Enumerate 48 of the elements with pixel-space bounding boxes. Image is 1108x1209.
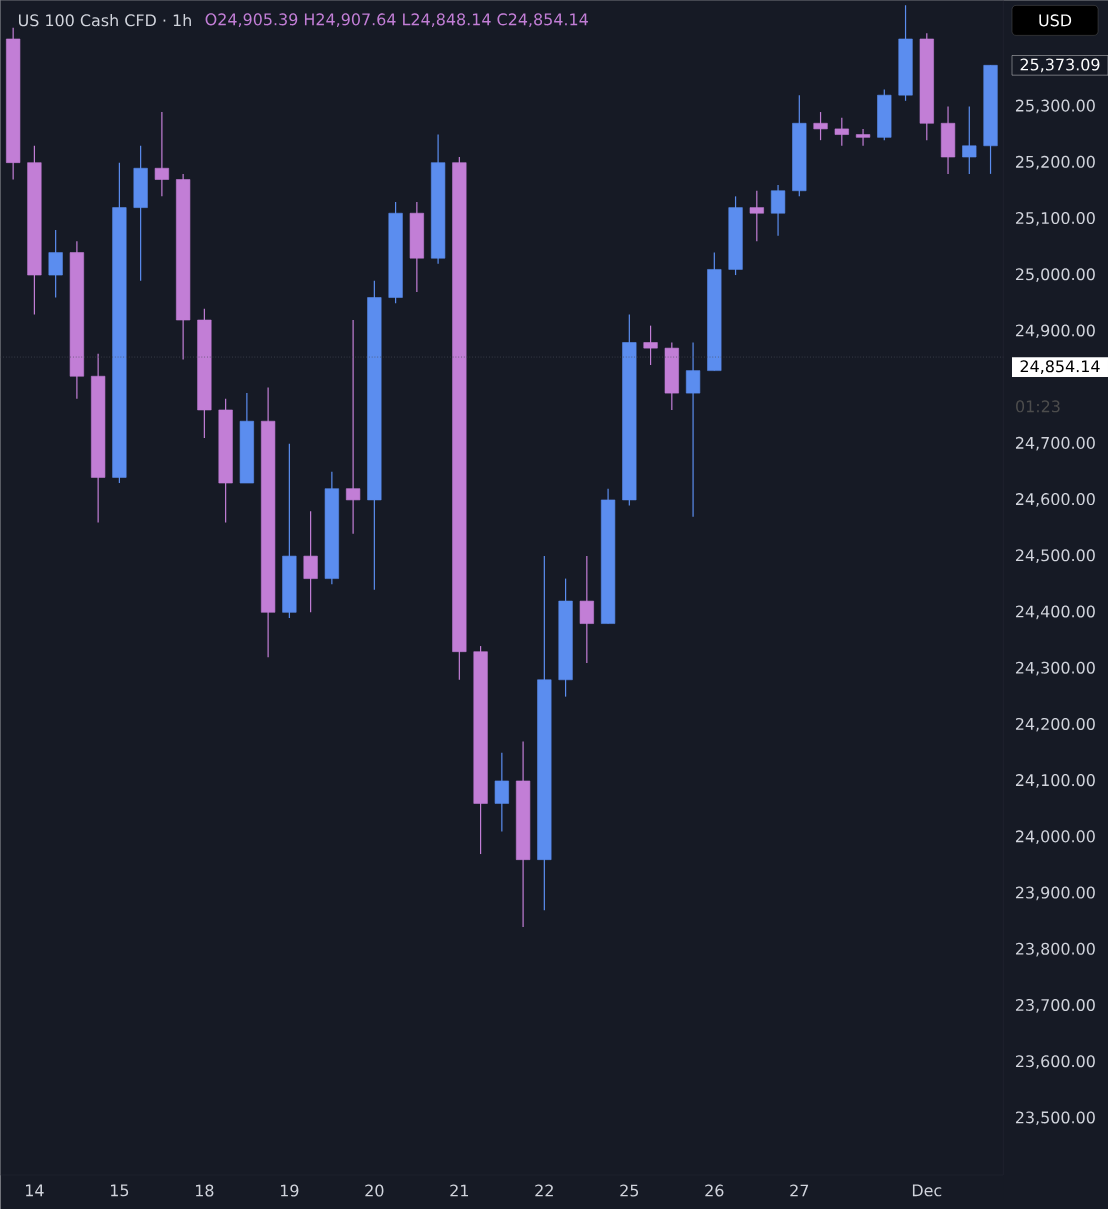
candlestick — [494, 752, 509, 833]
candlestick — [962, 105, 977, 175]
x-tick-label: 27 — [790, 1184, 808, 1197]
x-tick-label: 20 — [365, 1184, 384, 1197]
y-tick-label: 24,500.00 — [1015, 549, 1095, 563]
text: 25,373.09 — [1020, 58, 1100, 73]
candlestick — [579, 555, 594, 664]
x-tick-label: 21 — [450, 1184, 468, 1197]
y-tick-label: 23,500.00 — [1015, 1111, 1095, 1126]
candlestick — [813, 111, 828, 141]
x-tick-label: 22 — [535, 1184, 553, 1197]
text: US 100 Cash CFD · 1h — [18, 14, 191, 27]
y-tick-label: 24,200.00 — [1015, 717, 1095, 732]
y-tick-label: 24,900.00 — [1015, 324, 1095, 339]
candlestick — [643, 325, 658, 366]
text: O24,905.39 H24,907.64 L24,848.14 C24,854.14 — [205, 13, 588, 28]
y-tick-label: 24,700.00 — [1015, 436, 1095, 451]
y-tick-label: 24,100.00 — [1015, 774, 1095, 788]
x-tick-label: 14 — [25, 1184, 44, 1197]
x-tick-label: 26 — [705, 1184, 724, 1197]
candlestick — [303, 510, 318, 613]
y-tick-label: 24,300.00 — [1015, 661, 1095, 676]
candlestick — [345, 319, 361, 535]
y-tick-label: 24,400.00 — [1015, 605, 1095, 620]
candlestick — [154, 111, 169, 197]
y-tick-label: 25,200.00 — [1015, 155, 1095, 170]
y-tick-label: 23,900.00 — [1015, 886, 1095, 901]
candlestick — [48, 229, 63, 299]
y-tick-label: 24,000.00 — [1015, 830, 1095, 845]
y-tick-label: 24,600.00 — [1015, 493, 1095, 507]
y-tick-label: 25,300.00 — [1015, 99, 1095, 114]
x-tick-label: Dec — [912, 1184, 942, 1197]
candlestick — [834, 117, 849, 147]
x-tick-label: 25 — [620, 1184, 638, 1197]
candlestick — [685, 341, 701, 518]
y-tick-label: 23,700.00 — [1015, 998, 1095, 1013]
y-tick-label: 25,000.00 — [1015, 268, 1095, 282]
ref-line-label: 24,854.14 — [1020, 360, 1100, 374]
x-tick-label: 15 — [110, 1184, 129, 1197]
y-tick-label: 25,100.00 — [1015, 212, 1095, 226]
x-tick-label: 19 — [280, 1184, 299, 1197]
y-tick-label: 23,800.00 — [1015, 942, 1095, 957]
x-tick-label: 18 — [195, 1184, 214, 1197]
y-tick-label: 23,600.00 — [1015, 1055, 1095, 1069]
candlestick — [855, 128, 871, 147]
text: USD — [1039, 14, 1072, 27]
candlestick — [770, 184, 786, 237]
candlestick — [749, 190, 764, 242]
